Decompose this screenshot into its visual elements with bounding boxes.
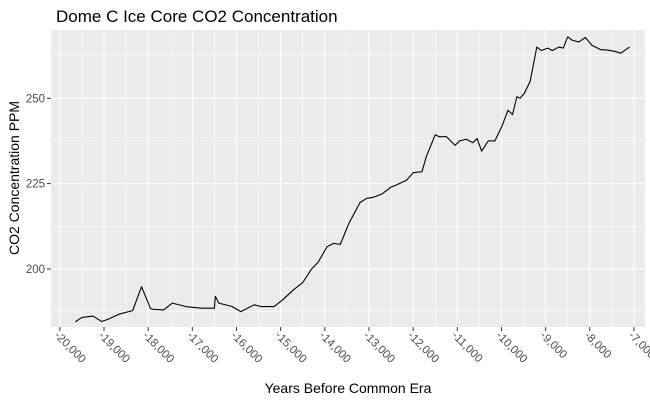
x-axis: -20,000 -19,000 -18,000 -17,000 -16,000 -15,0… [52, 327, 650, 366]
y-tick-label: 225 [26, 179, 45, 191]
x-tick-label: -10,000 [493, 330, 529, 366]
x-tick-label: -11,000 [449, 330, 484, 365]
plot-panel [51, 30, 645, 327]
grid-minor [51, 30, 645, 327]
x-tick-label: -12,000 [405, 330, 441, 366]
y-axis-title: CO2 Concentration PPM [6, 101, 22, 255]
y-axis: 200 225 250 [26, 93, 51, 276]
x-tick-label: -13,000 [361, 330, 397, 366]
series-line [74, 36, 630, 323]
x-tick-label: -20,000 [52, 330, 88, 366]
y-tick-label: 250 [26, 93, 45, 105]
y-tick-label: 200 [26, 264, 45, 276]
x-tick-label: -7,000 [626, 330, 650, 362]
x-tick-label: -19,000 [96, 330, 132, 366]
x-tick-label: -15,000 [273, 330, 309, 366]
chart-title: Dome C Ice Core CO2 Concentration [56, 7, 338, 26]
x-tick-label: -18,000 [140, 330, 176, 366]
grid-major [51, 30, 645, 327]
x-tick-label: -14,000 [317, 330, 353, 366]
x-tick-label: -9,000 [538, 330, 570, 362]
x-axis-title: Years Before Common Era [265, 380, 432, 396]
x-tick-label: -8,000 [582, 330, 614, 362]
x-tick-label: -16,000 [228, 330, 264, 366]
x-tick-label: -17,000 [184, 330, 220, 366]
